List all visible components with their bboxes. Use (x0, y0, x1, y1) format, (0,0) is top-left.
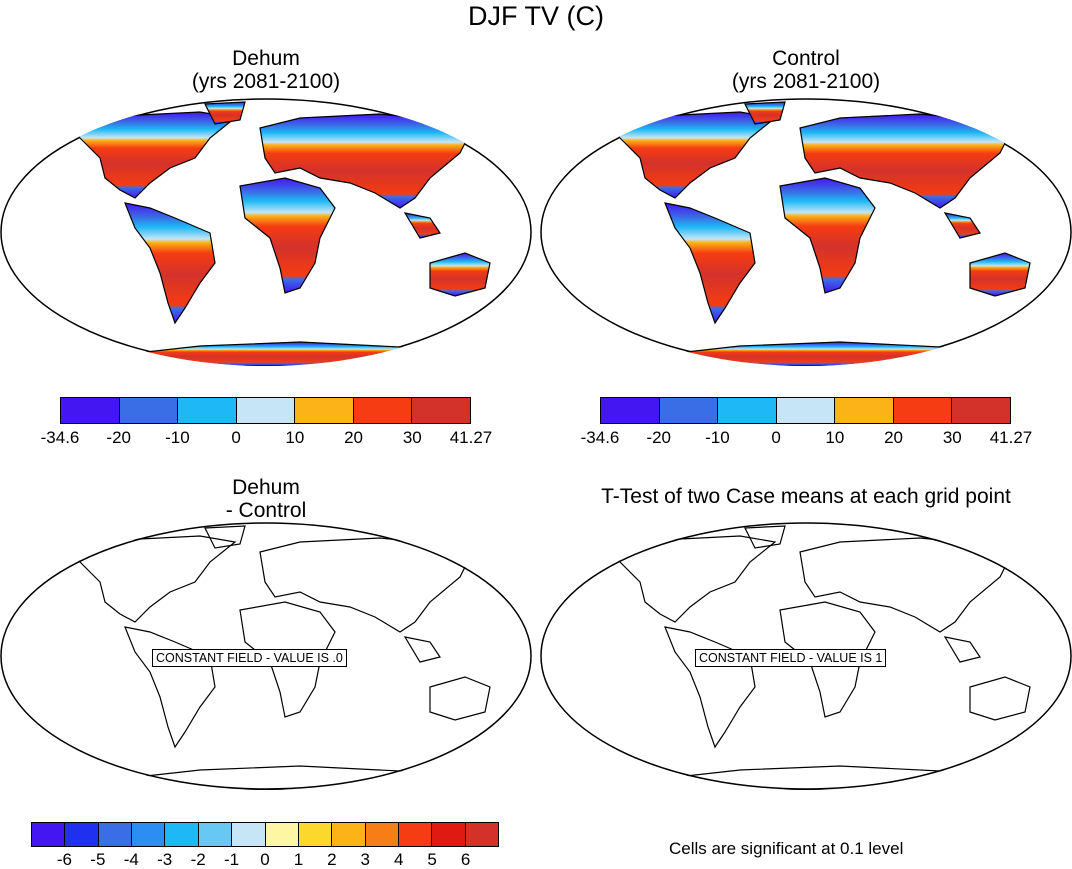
colorbar-swatch (432, 823, 466, 846)
colorbar-dehum-labels: -34.6 -20 -10 0 10 20 30 41.27 (41, 428, 493, 449)
colorbar-swatch (398, 823, 433, 846)
colorbar-swatch (776, 398, 836, 423)
colorbar-swatch (165, 823, 199, 846)
colorbar-tick-label: 10 (825, 428, 845, 447)
continents (608, 101, 1031, 366)
map-dehum (0, 98, 532, 366)
panel-title-dehum-line1: Dehum (232, 47, 300, 70)
colorbar-tick-label: 30 (942, 428, 962, 447)
colorbar-tick-label: 0 (231, 428, 241, 447)
colorbar-tick-label: -10 (705, 428, 730, 447)
colorbar-swatch (412, 398, 471, 423)
colorbar-dehum (60, 397, 471, 424)
colorbar-swatch (295, 398, 354, 423)
colorbar-swatch (893, 398, 953, 423)
colorbar-tick-label: -3 (157, 850, 173, 869)
colorbar-swatch (61, 398, 120, 423)
panel-title-control: Control (yrs 2081-2100) (671, 47, 941, 93)
colorbar-swatch (353, 398, 413, 423)
colorbar-tick-label: -5 (90, 850, 106, 869)
colorbar-swatch (98, 823, 133, 846)
colorbar-swatch (601, 398, 660, 423)
colorbar-tick-label: 2 (327, 850, 337, 869)
panel-title-dehum: Dehum (yrs 2081-2100) (131, 47, 401, 93)
colorbar-swatch (178, 398, 237, 423)
colorbar-swatch (232, 823, 266, 846)
colorbar-tick-label: -6 (56, 850, 72, 869)
colorbar-swatch (465, 823, 499, 846)
colorbar-control-labels: -34.6 -20 -10 0 10 20 30 41.27 (581, 428, 1033, 449)
map-control (540, 98, 1072, 366)
colorbar-swatch (198, 823, 233, 846)
colorbar-swatch (32, 823, 66, 846)
colorbar-swatch (365, 823, 399, 846)
figure-title: DJF TV (C) (468, 1, 604, 31)
panel-title-difference-line1: Dehum (232, 476, 300, 499)
continents (68, 101, 491, 366)
colorbar-swatch (119, 398, 179, 423)
colorbar-tick-label: 0 (771, 428, 781, 447)
colorbar-difference-labels: -6 -5 -4 -3 -2 -1 0 1 2 3 4 5 6 (31, 851, 499, 869)
colorbar-tick-label: 30 (402, 428, 422, 447)
panel-title-control-line1: Control (772, 47, 840, 70)
significance-note: Cells are significant at 0.1 level (669, 839, 904, 858)
map-difference (0, 522, 532, 790)
colorbar-tick-label: -34.6 (580, 428, 620, 447)
colorbar-tick-label: -4 (123, 850, 139, 869)
colorbar-tick-label: 1 (293, 850, 304, 869)
colorbar-tick-label: -10 (165, 428, 190, 447)
colorbar-tick-label: -2 (190, 850, 206, 869)
colorbar-swatch (718, 398, 777, 423)
colorbar-tick-label: -20 (106, 428, 131, 447)
colorbar-swatch (132, 823, 166, 846)
colorbar-swatch (835, 398, 894, 423)
colorbar-tick-label: 4 (393, 850, 404, 869)
colorbar-tick-label: 0 (260, 850, 270, 869)
colorbar-swatch (298, 823, 333, 846)
colorbar-swatch (952, 398, 1011, 423)
colorbar-tick-label: 6 (460, 850, 471, 869)
colorbar-tick-label: 20 (344, 428, 364, 447)
colorbar-swatch (659, 398, 719, 423)
colorbar-swatch (265, 823, 299, 846)
colorbar-tick-label: 41.27 (449, 428, 493, 447)
colorbar-tick-label: 41.27 (989, 428, 1033, 447)
colorbar-tick-label: 10 (285, 428, 305, 447)
colorbar-tick-label: 20 (884, 428, 904, 447)
panel-title-dehum-line2: (yrs 2081-2100) (191, 70, 341, 93)
panel-title-control-line2: (yrs 2081-2100) (731, 70, 881, 93)
panel-title-difference: Dehum - Control (131, 476, 401, 522)
colorbar-difference (31, 822, 499, 847)
colorbar-swatch (332, 823, 366, 846)
panel-title-difference-line2: - Control (225, 499, 307, 522)
colorbar-tick-label: -1 (224, 850, 240, 869)
colorbar-control (600, 397, 1011, 424)
colorbar-tick-label: -20 (646, 428, 671, 447)
constant-field-label-ttest: CONSTANT FIELD - VALUE IS 1 (695, 649, 887, 667)
colorbar-tick-label: 5 (427, 850, 437, 869)
colorbar-swatch (236, 398, 296, 423)
colorbar-swatch (65, 823, 99, 846)
colorbar-tick-label: -34.6 (40, 428, 80, 447)
constant-field-label-difference: CONSTANT FIELD - VALUE IS .0 (152, 649, 347, 667)
panel-title-ttest: T-Test of two Case means at each grid po… (601, 485, 1011, 508)
colorbar-tick-label: 3 (360, 850, 371, 869)
